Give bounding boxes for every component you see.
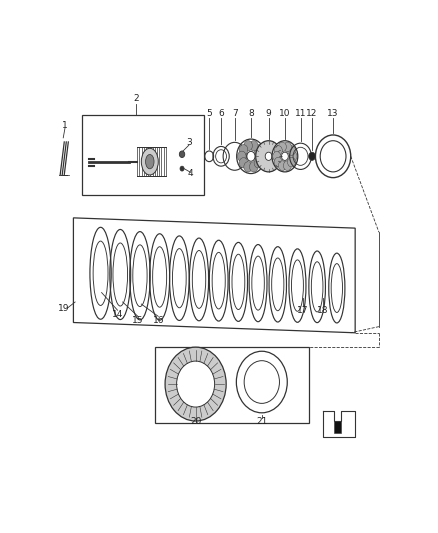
Circle shape [265, 152, 272, 160]
Circle shape [254, 144, 263, 155]
Text: 3: 3 [186, 138, 192, 147]
Ellipse shape [145, 155, 154, 169]
Text: 4: 4 [188, 169, 193, 179]
Text: 6: 6 [218, 109, 224, 118]
Text: 19: 19 [57, 304, 69, 313]
Text: 15: 15 [132, 316, 144, 325]
Circle shape [250, 161, 258, 172]
Bar [82, 115, 204, 195]
Text: 1: 1 [62, 121, 68, 130]
Text: 14: 14 [112, 310, 123, 319]
Circle shape [237, 151, 246, 161]
Text: 10: 10 [279, 109, 291, 118]
Text: 7: 7 [232, 109, 237, 118]
Text: 18: 18 [317, 306, 328, 314]
Text: 5: 5 [206, 109, 212, 118]
Text: 2: 2 [134, 94, 139, 103]
Circle shape [287, 146, 296, 155]
Text: 20: 20 [190, 417, 201, 426]
Circle shape [256, 151, 265, 161]
Text: 21: 21 [256, 417, 268, 426]
Circle shape [274, 146, 283, 155]
Circle shape [282, 152, 288, 160]
Circle shape [179, 151, 185, 158]
Ellipse shape [177, 361, 215, 407]
Circle shape [256, 141, 282, 172]
Circle shape [279, 161, 286, 171]
Circle shape [250, 141, 258, 151]
Circle shape [274, 157, 283, 167]
Text: 11: 11 [295, 109, 306, 118]
Ellipse shape [165, 347, 226, 421]
Circle shape [287, 157, 296, 167]
Circle shape [244, 161, 252, 172]
Circle shape [239, 158, 248, 168]
Circle shape [180, 166, 184, 171]
Text: 8: 8 [248, 109, 254, 118]
Text: 12: 12 [306, 109, 318, 118]
Text: 17: 17 [297, 306, 308, 314]
Circle shape [273, 151, 281, 161]
Circle shape [272, 141, 298, 172]
Circle shape [283, 161, 291, 171]
Text: 16: 16 [152, 316, 164, 325]
Circle shape [254, 158, 263, 168]
Bar [334, 422, 341, 433]
Circle shape [279, 142, 286, 152]
Circle shape [289, 151, 297, 161]
Ellipse shape [141, 148, 158, 175]
Text: 13: 13 [327, 109, 339, 118]
Circle shape [283, 142, 291, 152]
Circle shape [239, 144, 248, 155]
Circle shape [309, 152, 315, 160]
Text: 9: 9 [266, 109, 272, 118]
Circle shape [244, 141, 252, 151]
